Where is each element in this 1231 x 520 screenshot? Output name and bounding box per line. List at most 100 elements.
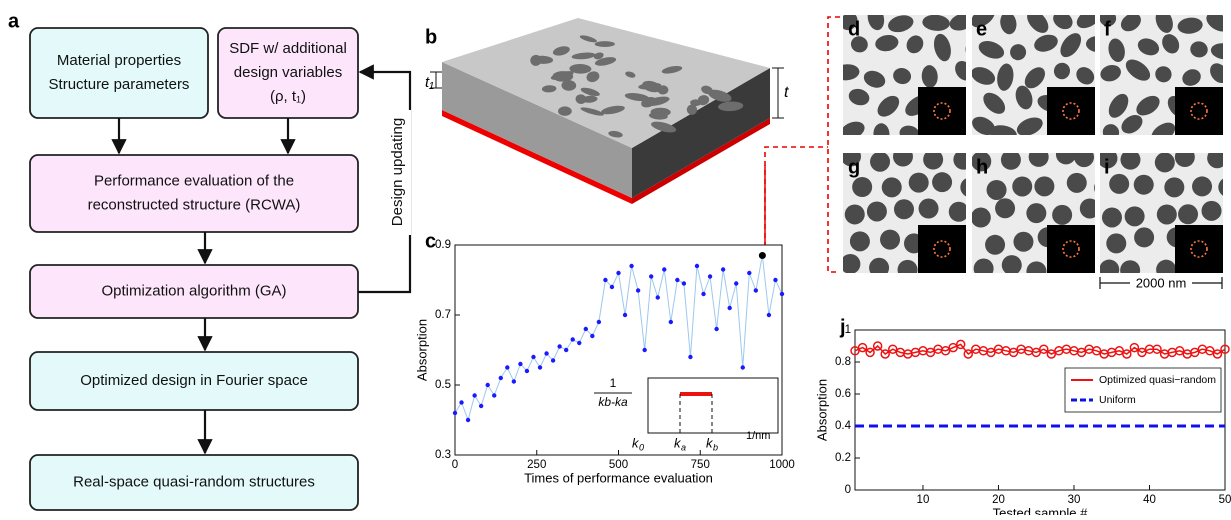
panel-label: b xyxy=(425,26,437,48)
dot xyxy=(1207,148,1227,168)
node-text: reconstructed structure (RCWA) xyxy=(88,196,301,213)
tile xyxy=(840,146,980,280)
dot xyxy=(923,150,943,170)
dot xyxy=(1222,228,1231,248)
data-point xyxy=(780,292,784,296)
y-tick-label: 0.9 xyxy=(435,239,451,251)
data-point xyxy=(525,369,529,373)
data-point xyxy=(531,355,535,359)
node-text: Optimization algorithm (GA) xyxy=(101,282,286,299)
dot xyxy=(909,173,929,193)
flowchart: Design updating Material properties Struc… xyxy=(30,28,411,510)
data-point xyxy=(610,285,614,289)
tile xyxy=(971,144,1114,281)
dot xyxy=(985,235,1005,255)
panel-label: d xyxy=(848,18,860,40)
data-point xyxy=(544,351,548,355)
fft-inset xyxy=(1175,225,1223,273)
dot xyxy=(870,152,890,172)
dot xyxy=(882,177,902,197)
dot xyxy=(850,231,870,251)
data-point xyxy=(492,393,496,397)
dot xyxy=(1157,204,1177,224)
data-point xyxy=(623,313,627,317)
panel-label: g xyxy=(848,156,860,178)
data-point xyxy=(695,264,699,268)
y-tick-label: 0.6 xyxy=(835,388,851,400)
y-tick-label: 0.2 xyxy=(835,452,851,464)
fft-inset xyxy=(1047,87,1095,135)
dot xyxy=(1056,144,1076,164)
fft-inset xyxy=(918,87,966,135)
data-point xyxy=(741,365,745,369)
node-text: Optimized design in Fourier space xyxy=(80,372,308,389)
node-text: SDF w/ additional xyxy=(229,40,347,57)
data-point xyxy=(759,252,766,259)
dot xyxy=(880,230,900,250)
feedback-label: Design updating xyxy=(389,118,406,226)
y-tick-label: 1 xyxy=(845,324,851,336)
data-point xyxy=(747,271,751,275)
dot xyxy=(1155,152,1175,172)
data-point xyxy=(675,278,679,282)
data-point xyxy=(518,362,522,366)
k-label-sub: 0 xyxy=(639,442,644,452)
dot xyxy=(1074,147,1094,167)
tile xyxy=(1097,147,1231,280)
fft-inset xyxy=(1175,87,1223,135)
y-tick-label: 0 xyxy=(845,484,851,496)
dot xyxy=(987,180,1007,200)
dot xyxy=(1178,204,1198,224)
dot xyxy=(1034,176,1054,196)
dot xyxy=(1102,207,1122,227)
data-point xyxy=(557,344,561,348)
data-point xyxy=(486,383,490,387)
data-point xyxy=(512,379,516,383)
dot xyxy=(898,260,918,280)
y-tick-label: 0.7 xyxy=(435,309,451,321)
dot xyxy=(1012,176,1032,196)
dot xyxy=(852,177,872,197)
x-tick-label: 20 xyxy=(992,494,1005,506)
data-point xyxy=(714,327,718,331)
dot xyxy=(974,259,994,279)
y-axis-label: Absorption xyxy=(814,379,829,441)
data-point xyxy=(597,320,601,324)
data-point xyxy=(499,376,503,380)
dot xyxy=(953,150,973,170)
data-point xyxy=(616,271,620,275)
node-box xyxy=(30,28,208,118)
dot xyxy=(867,201,887,221)
node-text: Material properties xyxy=(57,52,181,69)
data-point xyxy=(701,292,705,296)
bracket xyxy=(828,17,840,272)
k-label-sub: b xyxy=(713,442,718,452)
node-text: Structure parameters xyxy=(49,76,190,93)
inset-numerator: 1 xyxy=(610,376,617,390)
panel-label: h xyxy=(976,156,988,178)
node-text: Performance evaluation of the xyxy=(94,172,294,189)
data-point xyxy=(472,393,476,397)
dot xyxy=(1134,227,1154,247)
data-point xyxy=(734,281,738,285)
connector xyxy=(765,147,828,256)
data-point xyxy=(590,334,594,338)
data-point xyxy=(767,313,771,317)
data-point xyxy=(662,267,666,271)
fft-inset xyxy=(918,225,966,273)
data-point xyxy=(727,306,731,310)
dot xyxy=(1001,150,1021,170)
dot xyxy=(919,199,939,219)
dot xyxy=(1134,175,1154,195)
data-point xyxy=(708,274,712,278)
dot xyxy=(1125,206,1145,226)
x-tick-label: 750 xyxy=(691,459,710,471)
dot xyxy=(1080,198,1100,218)
data-point xyxy=(584,327,588,331)
data-point xyxy=(629,264,633,268)
hole xyxy=(595,41,615,47)
dot xyxy=(971,208,991,228)
data-point xyxy=(688,355,692,359)
dot xyxy=(1120,150,1140,170)
node-text: Real-space quasi-random structures xyxy=(73,473,315,490)
